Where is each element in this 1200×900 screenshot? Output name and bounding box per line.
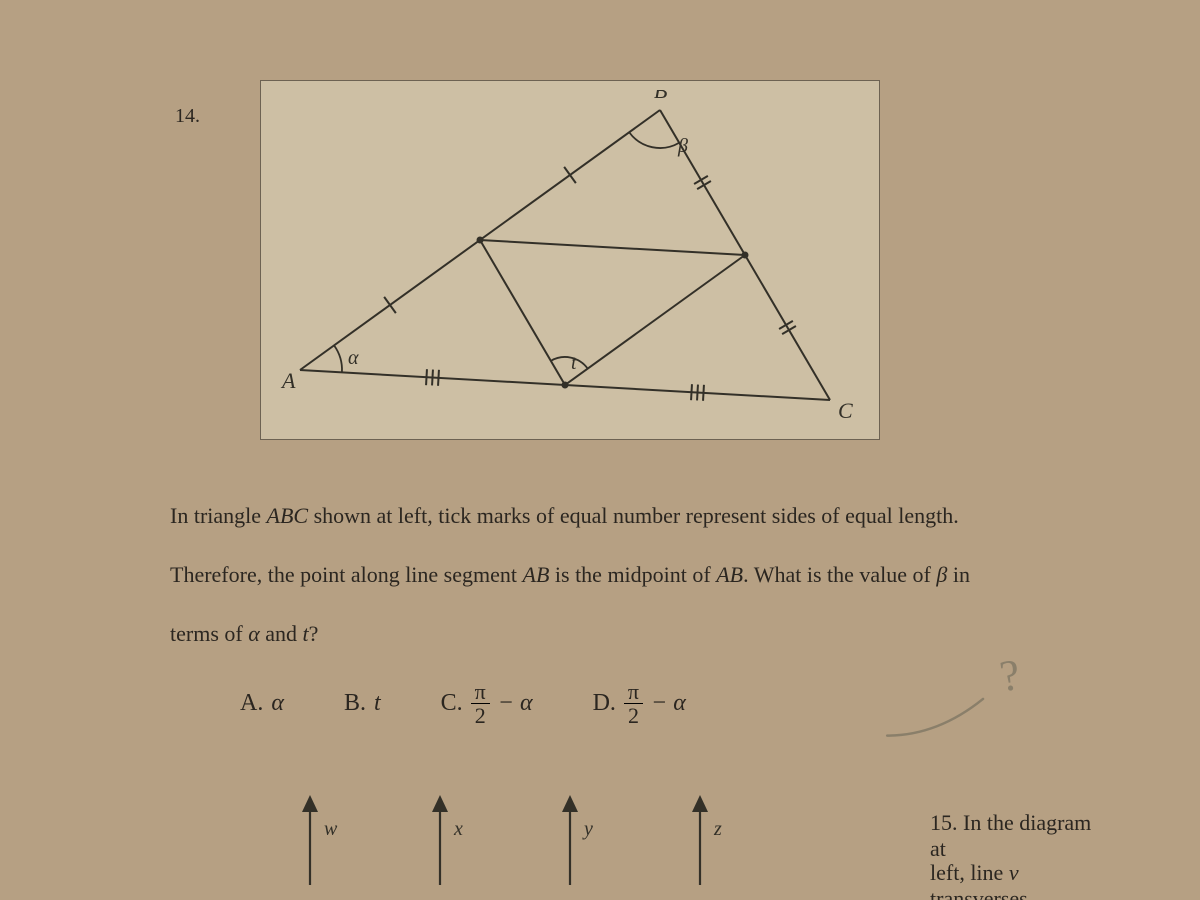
q15-text-1: 15. In the diagram at (930, 810, 1110, 862)
choice-tail: − α (651, 690, 686, 717)
denominator: 2 (471, 704, 490, 727)
svg-text:y: y (582, 818, 593, 840)
choice-label: C. (441, 690, 463, 717)
t: left, line (930, 860, 1009, 885)
choice-label: B. (344, 690, 366, 717)
t: in (947, 562, 970, 587)
t: AB (523, 562, 550, 587)
t: Therefore, the point along line segment (170, 562, 523, 587)
t: . What is the value of (743, 562, 936, 587)
denominator: 2 (624, 704, 643, 727)
t: shown at left, tick marks of equal numbe… (308, 503, 959, 528)
worksheet-page: 14. ABCαβt In triangle ABC shown at left… (0, 0, 1200, 900)
t: AB (716, 562, 743, 587)
choice-a: A. α (240, 690, 284, 717)
svg-text:x: x (453, 818, 463, 840)
svg-text:w: w (324, 818, 338, 840)
fraction: π 2 (471, 680, 490, 727)
question-15-partial: wxyz 15. In the diagram at left, line v … (170, 790, 1110, 890)
svg-text:α: α (348, 347, 359, 369)
question-14-text: In triangle ABC shown at left, tick mark… (170, 490, 1110, 666)
choice-value: t (374, 690, 381, 717)
t: v (1009, 860, 1019, 885)
choice-label: D. (593, 690, 616, 717)
svg-text:A: A (280, 368, 296, 393)
text-line-1: In triangle ABC shown at left, tick mark… (170, 490, 1110, 543)
t: β (936, 562, 947, 587)
svg-text:C: C (838, 398, 853, 423)
numerator: π (471, 680, 490, 704)
choice-b: B. t (344, 690, 381, 717)
choice-c: C. π 2 − α (441, 680, 533, 727)
text-line-3: terms of α and t? (170, 608, 1110, 661)
q15-arrows-svg: w x y z (270, 790, 790, 890)
svg-text:z: z (713, 818, 722, 840)
q15-text-2: left, line v transverses (930, 860, 1110, 900)
numerator: π (624, 680, 643, 704)
question-number-14: 14. (175, 105, 200, 128)
t: α (248, 621, 260, 646)
svg-text:B: B (654, 90, 667, 103)
svg-text:β: β (677, 135, 688, 157)
t: and (260, 621, 303, 646)
choice-label: A. (240, 690, 263, 717)
choice-value: α (271, 690, 284, 717)
svg-text:t: t (571, 352, 577, 374)
choice-tail: − α (498, 690, 533, 717)
choice-d: D. π 2 − α (593, 680, 686, 727)
t: In triangle (170, 503, 267, 528)
t: is the midpoint of (549, 562, 716, 587)
text-line-2: Therefore, the point along line segment … (170, 549, 1110, 602)
t: transverses (930, 886, 1028, 900)
t: terms of (170, 621, 248, 646)
t: ? (309, 621, 319, 646)
triangle-figure: A B Cα β t (260, 80, 880, 440)
fraction: π 2 (624, 680, 643, 727)
t: ABC (267, 503, 309, 528)
triangle-svg: A B Cα β t (270, 90, 870, 430)
